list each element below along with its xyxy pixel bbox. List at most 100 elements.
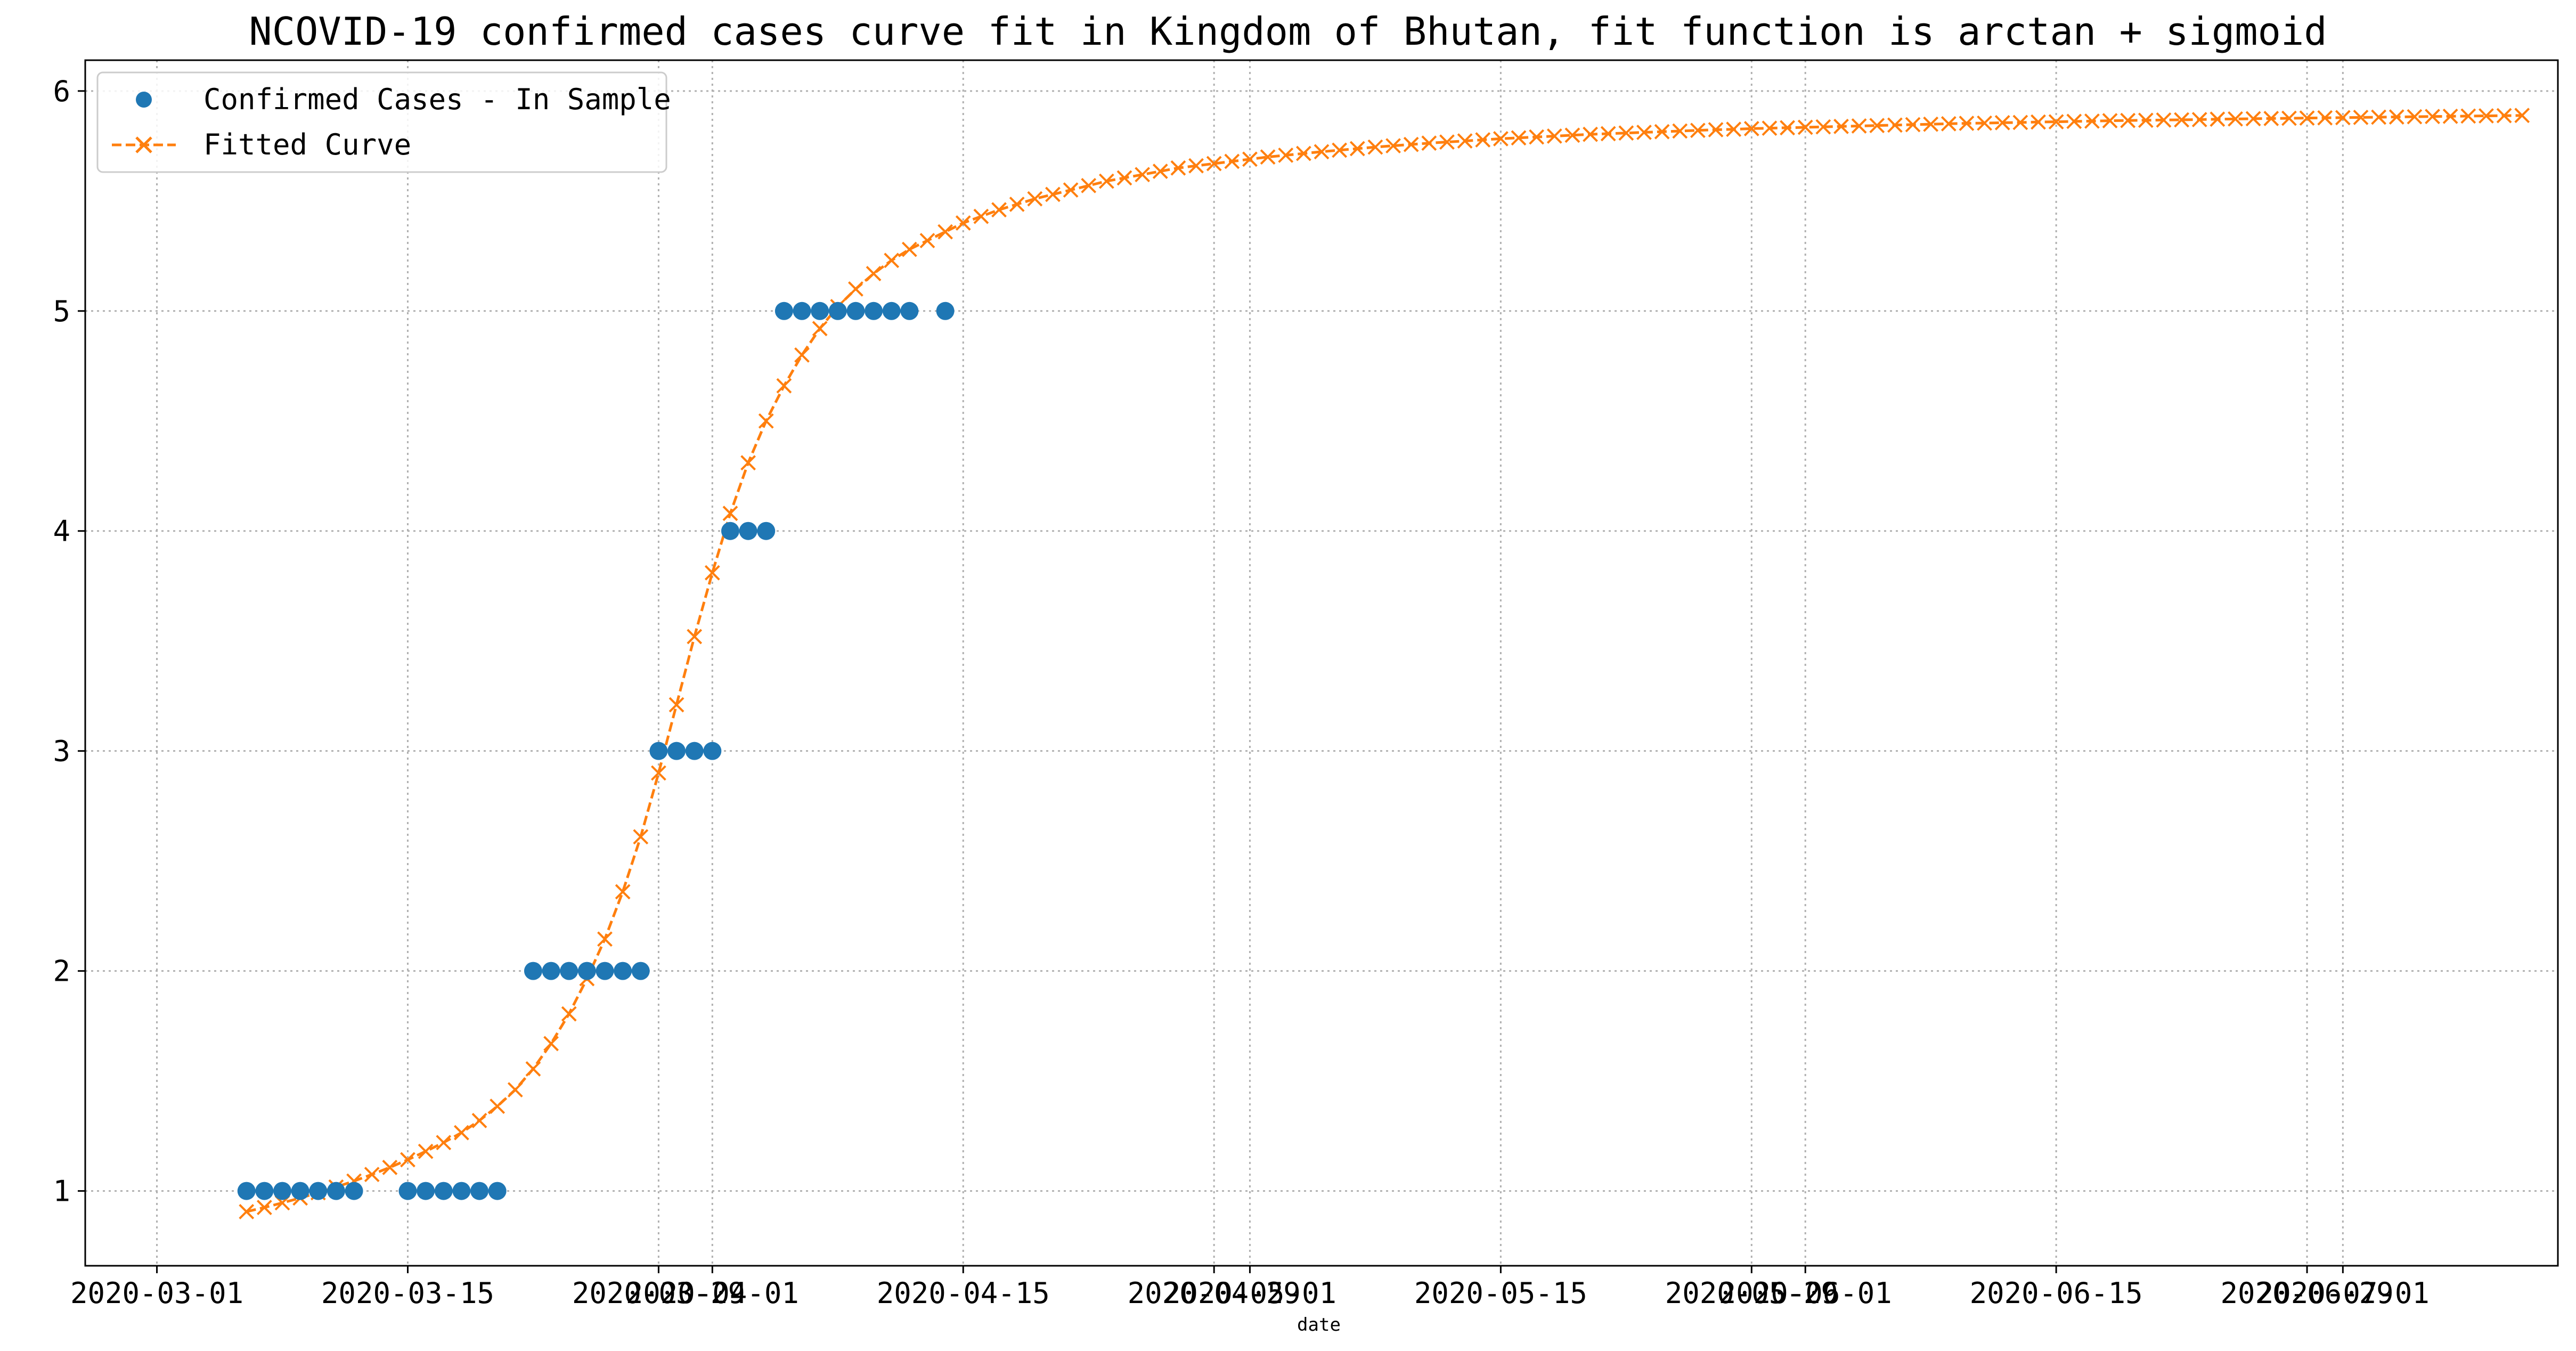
confirmed-cases-markers	[237, 302, 955, 1200]
fitted-curve-point	[364, 1167, 380, 1183]
fitted-curve-point	[2120, 112, 2136, 128]
fitted-curve-point	[418, 1143, 434, 1159]
fitted-curve-point	[1063, 182, 1079, 198]
fitted-curve-point	[1295, 145, 1311, 161]
confirmed-case-point	[631, 962, 650, 980]
fitted-curve-point	[1009, 197, 1025, 212]
fitted-curve-point	[2353, 109, 2369, 125]
fitted-curve-point	[1152, 164, 1168, 179]
fitted-curve-point	[2031, 114, 2046, 130]
fitted-curve-point	[2442, 108, 2458, 124]
fitted-curve-point	[1600, 126, 1616, 142]
legend: Confirmed Cases - In Sample Fitted Curve	[96, 71, 671, 173]
confirmed-case-point	[865, 302, 883, 320]
confirmed-case-point	[846, 302, 865, 320]
fitted-curve-point	[1332, 142, 1348, 158]
fitted-curve-point	[740, 455, 756, 471]
fitted-curve-point	[650, 765, 666, 781]
fitted-curve-point	[2228, 111, 2243, 127]
fitted-curve-point	[256, 1200, 272, 1215]
fitted-curve-point	[2299, 110, 2315, 126]
fitted-curve-point	[2388, 109, 2404, 125]
fitted-curve-point	[1027, 191, 1043, 207]
fitted-curve-point	[1833, 118, 1849, 134]
x-tick-label: 2020-03-29	[572, 1276, 745, 1310]
fitted-curve-point	[382, 1159, 398, 1175]
fitted-curve-point	[1905, 117, 1921, 133]
fitted-curve-point	[2084, 113, 2100, 129]
fitted-curve-point	[1314, 144, 1330, 160]
fitted-curve-point	[884, 253, 900, 268]
x-tick-label: 2020-05-15	[1414, 1276, 1587, 1310]
confirmed-case-point	[452, 1182, 471, 1200]
fitted-curve-point	[2281, 110, 2297, 126]
fitted-curve-point	[722, 506, 738, 522]
fitted-curve-point	[2138, 112, 2154, 128]
y-tick-label: 2	[53, 955, 70, 988]
fitted-curve-point	[2479, 108, 2494, 124]
fitted-curve-point	[955, 215, 971, 231]
confirmed-case-point	[793, 302, 811, 320]
fitted-curve-point	[2317, 110, 2333, 126]
fitted-curve-point	[1564, 127, 1580, 143]
fitted-curve-point	[525, 1061, 541, 1077]
fitted-curve-point	[1762, 120, 1778, 136]
fitted-curve-point	[794, 347, 810, 363]
fitted-curve-point	[1098, 173, 1114, 189]
confirmed-case-point	[811, 302, 829, 320]
confirmed-case-point	[721, 522, 739, 540]
fitted-curve-point	[2048, 114, 2064, 130]
fitted-curve-line	[246, 114, 2522, 1213]
x-tick-label: 2020-06-15	[1970, 1276, 2143, 1310]
y-tick-label: 5	[53, 295, 70, 328]
fitted-curve-point	[2425, 109, 2440, 125]
confirmed-case-point	[470, 1182, 489, 1200]
fitted-curve-point	[400, 1152, 415, 1168]
fitted-curve-point	[1439, 134, 1455, 150]
x-tick-label: 2020-04-29	[1128, 1276, 1301, 1310]
fitted-curve-point	[1690, 123, 1706, 139]
x-axis-ticks: 2020-03-01 2020-03-15 2020-03-292020-04-01…	[70, 1266, 2430, 1310]
fitted-curve-point	[1081, 177, 1097, 193]
x-tick-label: 2020-05-01	[1163, 1276, 1336, 1310]
fitted-curve-point	[1511, 130, 1527, 146]
confirmed-case-point	[434, 1182, 453, 1200]
fitted-curve-point	[938, 224, 953, 240]
fitted-curve-point	[2263, 111, 2279, 126]
fitted-curve-point	[1475, 132, 1491, 148]
plot-frame	[84, 59, 2559, 1267]
confirmed-case-point	[739, 522, 757, 540]
fitted-curve-point	[866, 266, 882, 281]
x-tick-label: 2020-07-01	[2256, 1276, 2430, 1310]
fitted-curve-point	[543, 1036, 559, 1052]
fitted-curve-point	[1260, 149, 1276, 165]
confirmed-case-point	[560, 962, 578, 980]
x-tick-label: 2020-03-01	[70, 1276, 243, 1310]
y-tick-label: 6	[53, 75, 70, 108]
fitted-curve-point	[453, 1125, 469, 1141]
confirmed-case-point	[345, 1182, 363, 1200]
confirmed-case-point	[596, 962, 614, 980]
confirmed-case-point	[309, 1182, 328, 1200]
fitted-curve-markers	[239, 108, 2530, 1219]
x-tick-label: 2020-04-01	[626, 1276, 799, 1310]
fitted-curve-point	[507, 1082, 523, 1098]
fitted-curve-point	[239, 1203, 255, 1219]
confirmed-case-point	[667, 742, 686, 760]
y-axis-ticks: 1 2 3 4 5 6	[53, 75, 85, 1208]
fitted-curve-point	[471, 1113, 487, 1128]
x-tick-label: 2020-06-01	[1719, 1276, 1892, 1310]
fitted-curve-point	[1797, 119, 1813, 135]
fitted-curve-point	[919, 233, 935, 249]
fitted-curve-path	[246, 114, 2522, 1213]
fitted-curve-point	[1959, 116, 1975, 131]
fitted-curve-point	[1170, 160, 1186, 176]
fitted-curve-point	[1923, 116, 1939, 132]
fitted-curve-point	[633, 829, 649, 845]
confirmed-case-point	[542, 962, 560, 980]
fitted-curve-point	[2371, 109, 2387, 125]
fitted-curve-point	[2496, 108, 2512, 124]
fitted-curve-point	[1618, 125, 1634, 141]
